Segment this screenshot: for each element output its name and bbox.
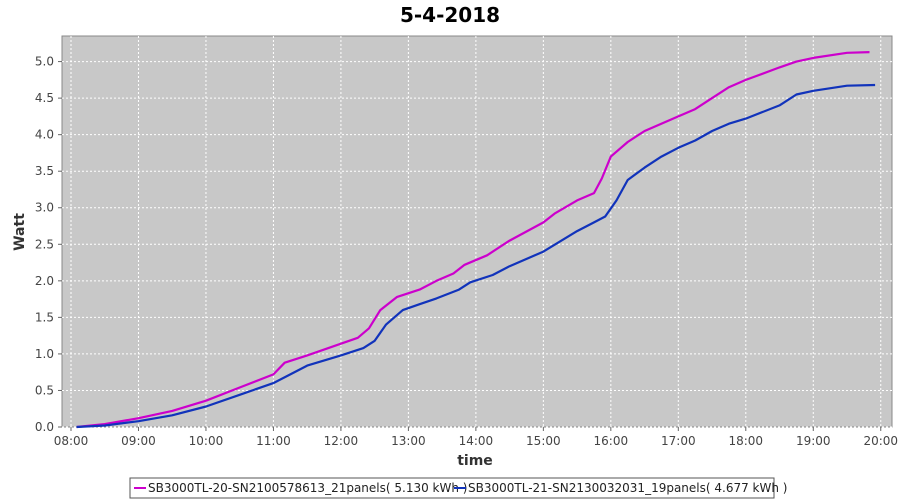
x-tick-label: 08:00 (54, 434, 89, 448)
y-axis-label: Watt (12, 213, 28, 251)
x-axis-label: time (457, 453, 493, 469)
y-tick-label: 4.0 (35, 128, 54, 142)
y-tick-label: 0.5 (35, 383, 54, 397)
x-tick-label: 15:00 (526, 434, 561, 448)
legend: SB3000TL-20-SN2100578613_21panels( 5.130… (129, 477, 787, 499)
x-tick-label: 13:00 (391, 434, 426, 448)
x-tick-label: 20:00 (863, 434, 898, 448)
legend-box (129, 477, 775, 499)
plot-area (61, 35, 893, 428)
y-tick-label: 0.0 (35, 420, 54, 434)
y-tick-label: 3.5 (35, 164, 54, 178)
y-tick-label: 3.0 (35, 201, 54, 215)
x-tick-label: 12:00 (324, 434, 359, 448)
y-tick-label: 1.5 (35, 310, 54, 324)
legend-entry-series-2: SB3000TL-21-SN2130032031_19panels( 4.677… (468, 481, 787, 495)
series-line-1 (76, 51, 870, 429)
x-tick-label: 10:00 (189, 434, 224, 448)
chart-title: 5-4-2018 (400, 3, 500, 27)
legend-entry-series-1: SB3000TL-20-SN2100578613_21panels( 5.130… (148, 481, 467, 495)
y-tick-label: 5.0 (35, 55, 54, 69)
x-axis-ticks: 08:00 09:00 10:00 11:00 12:00 13:00 14:00 15:00… (54, 427, 898, 448)
series-lines (76, 51, 876, 429)
y-tick-label: 2.5 (35, 237, 54, 251)
y-tick-label: 2.0 (35, 274, 54, 288)
y-tick-label: 1.0 (35, 347, 54, 361)
y-axis-ticks: 0.0 0.5 1.0 1.5 2.0 2.5 3.0 3.5 4.0 4.5 5.0 (35, 55, 62, 434)
x-tick-label: 11:00 (256, 434, 291, 448)
y-tick-label: 4.5 (35, 91, 54, 105)
x-tick-label: 14:00 (459, 434, 494, 448)
x-tick-label: 17:00 (661, 434, 696, 448)
x-tick-label: 16:00 (594, 434, 629, 448)
vertical-gridlines (70, 36, 882, 427)
x-tick-label: 19:00 (796, 434, 831, 448)
x-tick-label: 18:00 (728, 434, 763, 448)
series-line-2 (76, 83, 876, 429)
x-tick-label: 09:00 (121, 434, 156, 448)
